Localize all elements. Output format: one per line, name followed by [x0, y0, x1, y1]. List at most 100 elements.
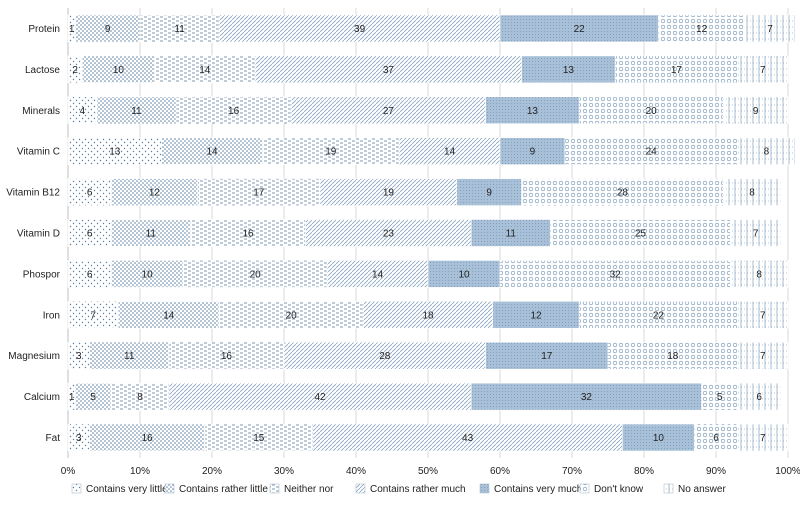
data-label: 10 [458, 269, 470, 280]
bar-segment [578, 96, 724, 125]
bar-segment [737, 55, 789, 84]
data-label: 1 [69, 392, 75, 403]
data-label: 12 [149, 188, 161, 199]
category-label: Vitamin B12 [6, 188, 60, 199]
data-label: 14 [372, 269, 384, 280]
bar-segment [182, 260, 328, 288]
data-label: 15 [253, 433, 265, 444]
bar-segment [110, 382, 170, 411]
data-label: 6 [87, 229, 93, 240]
legend-label: Contains rather much [370, 484, 466, 495]
bar-segment [190, 219, 306, 247]
data-label: 11 [174, 24, 185, 35]
data-label: 3 [76, 351, 82, 362]
data-label: 28 [617, 188, 629, 199]
bar-segment [74, 382, 112, 411]
bar-segment [737, 137, 796, 165]
bar-segment [485, 341, 609, 370]
data-label: 18 [667, 351, 679, 362]
bar-segment [82, 55, 155, 84]
x-tick-label: 60% [490, 466, 510, 477]
bar-segment [499, 14, 659, 43]
x-tick-label: 90% [706, 466, 726, 477]
bar-segment [110, 260, 184, 288]
data-label: 32 [610, 269, 622, 280]
bar-segment [737, 341, 789, 370]
data-label: 6 [87, 188, 93, 199]
bar-segment [701, 382, 738, 411]
legend-label: Don't know [594, 484, 644, 495]
bar-segment [67, 178, 112, 206]
data-label: 17 [541, 351, 553, 362]
bar-segment [607, 341, 738, 370]
data-label: 25 [635, 229, 647, 240]
data-label: 19 [383, 188, 395, 199]
data-label: 22 [574, 24, 586, 35]
data-label: 11 [124, 351, 135, 362]
data-label: 28 [379, 351, 391, 362]
category-label: Phospor [23, 269, 61, 280]
data-label: 20 [286, 310, 298, 321]
bar-segment [744, 14, 796, 43]
data-label: 2 [72, 65, 78, 76]
data-label: 6 [713, 433, 719, 444]
legend-swatch [164, 483, 175, 494]
data-label: 27 [383, 106, 395, 117]
data-label: 12 [530, 310, 542, 321]
data-label: 7 [90, 310, 96, 321]
data-label: 9 [486, 188, 492, 199]
bar-segment [362, 301, 494, 329]
x-tick-label: 10% [130, 466, 150, 477]
bar-segment [730, 219, 782, 247]
bar-segment [737, 423, 789, 452]
x-tick-label: 0% [61, 466, 76, 477]
data-label: 9 [105, 24, 111, 35]
bar-segment [67, 260, 112, 288]
bar-segment [262, 137, 400, 165]
x-tick-label: 40% [346, 466, 366, 477]
legend-swatch [269, 483, 280, 494]
bar-segment [614, 55, 738, 84]
data-label: 13 [109, 147, 121, 158]
data-label: 7 [760, 65, 766, 76]
bar-segment [218, 14, 501, 43]
category-label: Calcium [24, 392, 60, 403]
data-label: 12 [696, 24, 708, 35]
data-label: 16 [242, 229, 254, 240]
bar-segment [74, 14, 141, 43]
x-tick-label: 70% [562, 466, 582, 477]
bar-segment [89, 423, 206, 452]
bar-segment [96, 96, 177, 125]
bar-segment [722, 96, 789, 125]
data-label: 14 [199, 65, 211, 76]
data-label: 18 [422, 310, 434, 321]
bar-segment [398, 137, 501, 165]
bar-segment [89, 341, 170, 370]
data-label: 16 [221, 351, 233, 362]
bar-segment [110, 178, 198, 206]
data-label: 20 [250, 269, 262, 280]
data-label: 8 [764, 147, 770, 158]
bar-segment [470, 382, 702, 411]
bar-segment [737, 301, 789, 329]
legend: Contains very little Contains rather litt… [71, 483, 726, 495]
category-label: Iron [43, 310, 60, 321]
bar-segment [492, 301, 580, 329]
bar-segment [118, 301, 220, 329]
data-label: 8 [756, 269, 762, 280]
bar-segment [110, 219, 191, 247]
x-tick-label: 100% [775, 466, 800, 477]
bar-segment [622, 423, 695, 452]
data-label: 11 [506, 229, 517, 240]
bar-segment [427, 260, 501, 288]
legend-swatch [579, 483, 590, 494]
data-label: 11 [146, 229, 157, 240]
data-label: 19 [325, 147, 337, 158]
bar-segment [485, 96, 580, 125]
data-label: 37 [383, 65, 395, 76]
bar-segment [197, 178, 321, 206]
data-label: 6 [87, 269, 93, 280]
data-label: 8 [749, 188, 755, 199]
data-label: 8 [137, 392, 143, 403]
category-label: Vitamin C [17, 147, 60, 158]
